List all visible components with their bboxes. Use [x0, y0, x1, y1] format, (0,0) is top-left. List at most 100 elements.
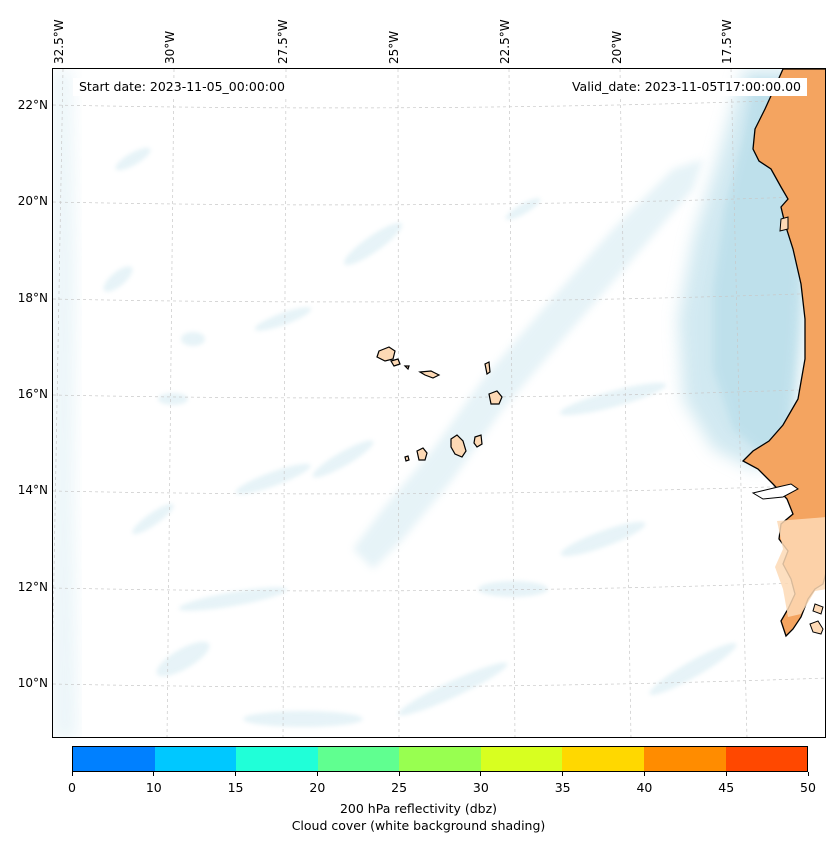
- island-boa-vista: [488, 390, 503, 405]
- colorbar-tick-label: 20: [309, 780, 326, 795]
- colorbar-tick: [153, 772, 155, 776]
- colorbar-tick-label: 45: [718, 780, 735, 795]
- lat-label: 14°N: [17, 483, 48, 497]
- island-santo-antao: [376, 346, 396, 362]
- cloud-streak: [156, 641, 210, 677]
- lon-label: 32.5°W: [52, 19, 66, 64]
- africa-land: [741, 69, 825, 638]
- colorbar-tick: [398, 772, 400, 776]
- island-brava: [404, 455, 410, 462]
- meridian: [397, 69, 400, 737]
- cloud-streak: [560, 521, 646, 557]
- cloud-streak: [505, 198, 541, 220]
- parallel: [53, 388, 825, 399]
- graticule: [53, 69, 825, 737]
- cloud-streak: [559, 382, 667, 416]
- island-maio: [473, 434, 483, 448]
- cloud-streak: [103, 266, 133, 292]
- lon-label: 25°W: [387, 30, 401, 64]
- cloud-streak: [254, 307, 312, 331]
- colorbar-segment: [236, 747, 318, 771]
- colorbar-label: 200 hPa reflectivity (dbz): [339, 801, 498, 816]
- cloud-streak: [478, 581, 548, 597]
- island-santa-luzia: [403, 365, 410, 371]
- cloud-streak: [312, 440, 374, 478]
- parallel: [53, 195, 825, 206]
- cloud-streak: [158, 393, 188, 405]
- cape-verde-islands: [376, 346, 503, 462]
- lon-label: 22.5°W: [498, 19, 512, 64]
- colorbar-tick-label: 30: [472, 780, 489, 795]
- cloud-cover-shading: [53, 69, 813, 737]
- meridian: [166, 69, 175, 737]
- lat-label: 12°N: [17, 580, 48, 594]
- cloud-streak: [343, 222, 403, 266]
- colorbar-segment: [154, 747, 237, 771]
- lon-label: 17.5°W: [720, 19, 734, 64]
- colorbar-sublabel: Cloud cover (white background shading): [291, 818, 546, 833]
- colorbar-tick: [235, 772, 237, 776]
- island-sao-nicolau: [418, 370, 441, 379]
- cloud-streak: [181, 332, 205, 346]
- colorbar-tick: [316, 772, 318, 776]
- cloud-streak: [115, 147, 151, 171]
- colorbar-segment: [317, 747, 400, 771]
- island-fogo: [416, 447, 428, 461]
- colorbar-tick: [71, 772, 73, 776]
- colorbar-segment: [725, 747, 808, 771]
- parallel: [53, 98, 825, 109]
- cloud-streak: [243, 711, 363, 727]
- diagonal-cloud-band: [353, 159, 703, 569]
- start-date-label: Start date: 2023-11-05_00:00:00: [73, 78, 291, 96]
- parallel: [53, 292, 825, 303]
- colorbar-segment: [562, 747, 644, 771]
- lat-label: 18°N: [17, 291, 48, 305]
- colorbar-tick: [643, 772, 645, 776]
- colorbar-segment: [73, 747, 155, 771]
- parallel: [53, 581, 825, 592]
- parallel: [53, 677, 825, 688]
- reflectivity-colorbar: [72, 746, 808, 772]
- map-panel[interactable]: [52, 68, 826, 738]
- colorbar-tick-label: 35: [554, 780, 571, 795]
- lon-label: 30°W: [163, 30, 177, 64]
- colorbar-segment: [480, 747, 563, 771]
- meridian: [619, 69, 632, 737]
- colorbar-tick-label: 10: [145, 780, 162, 795]
- colorbar-tick-label: 25: [391, 780, 408, 795]
- meridian: [730, 69, 748, 737]
- cape-island: [779, 216, 789, 232]
- island-santiago: [450, 434, 467, 458]
- colorbar-segment: [643, 747, 726, 771]
- lat-label: 10°N: [17, 676, 48, 690]
- lon-label: 20°W: [610, 30, 624, 64]
- valid-date-label: Valid_date: 2023-11-05T17:00:00.00: [565, 78, 807, 96]
- colorbar-tick-label: 50: [800, 780, 816, 795]
- colorbar-tick-label: 15: [227, 780, 244, 795]
- colorbar-tick: [725, 772, 727, 776]
- gambia-river: [751, 483, 799, 500]
- meridian: [282, 69, 287, 737]
- cloud-streak: [235, 463, 311, 495]
- cloud-streak: [649, 643, 737, 695]
- colorbar-tick: [480, 772, 482, 776]
- island-sal: [484, 361, 491, 375]
- left-edge-cloud: [53, 69, 77, 737]
- cloud-streak: [398, 662, 508, 716]
- lon-label: 27.5°W: [276, 19, 290, 64]
- cloud-streak: [132, 503, 174, 535]
- cloud-streak: [178, 587, 288, 611]
- lat-label: 22°N: [17, 98, 48, 112]
- parallel: [53, 484, 825, 495]
- lat-label: 16°N: [17, 387, 48, 401]
- colorbar-tick: [807, 772, 809, 776]
- guinea-land-light: [775, 517, 825, 617]
- colorbar-tick-label: 40: [636, 780, 653, 795]
- meridian: [508, 69, 516, 737]
- island-sao-vicente: [390, 358, 401, 367]
- lat-label: 20°N: [17, 194, 48, 208]
- colorbar-segment: [399, 747, 481, 771]
- coastal-island: [812, 603, 824, 615]
- bijagos-islands: [809, 620, 824, 635]
- map-canvas: [53, 69, 825, 737]
